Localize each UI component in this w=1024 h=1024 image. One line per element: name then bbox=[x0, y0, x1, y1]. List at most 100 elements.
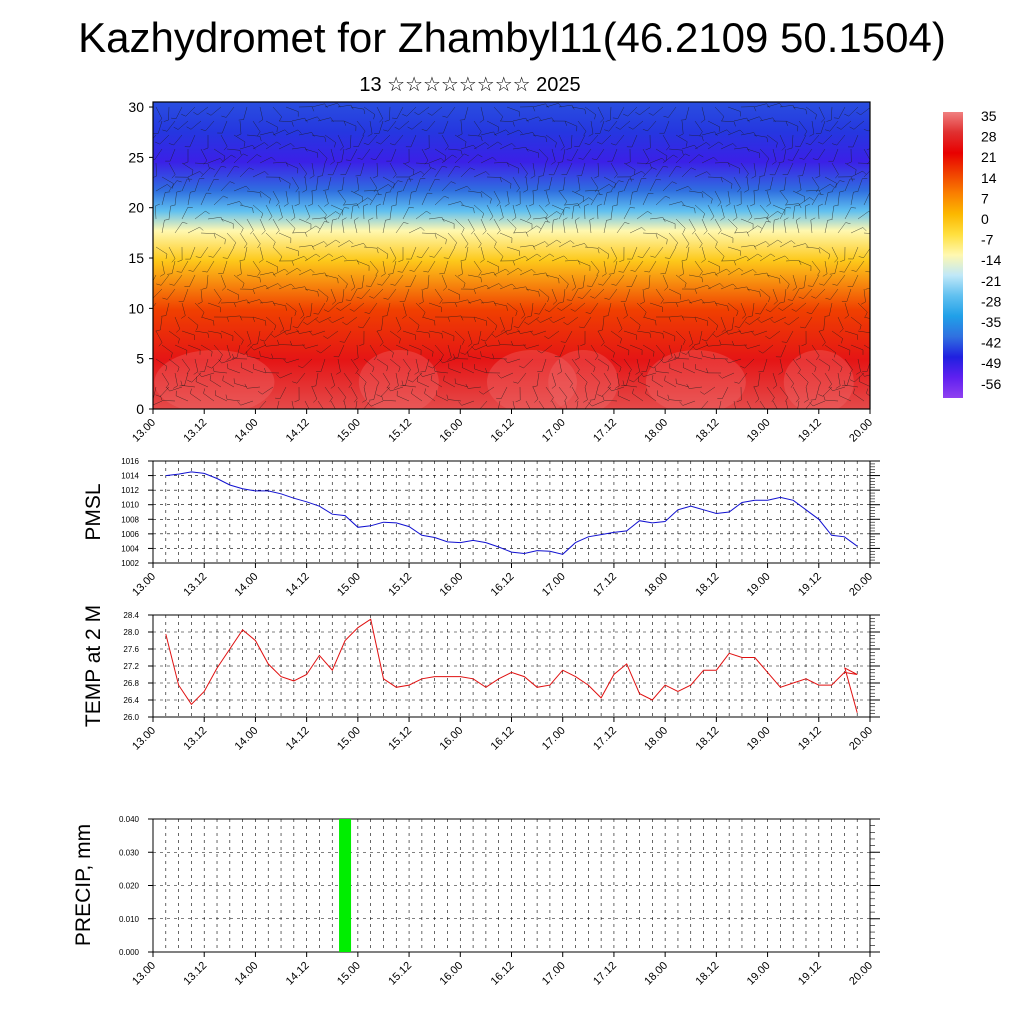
warm-patch bbox=[358, 350, 439, 409]
x-tick-label: 18.00 bbox=[642, 960, 670, 988]
heatmap-x-axis: 13.00 13.12 14.00 14.12 15.00 15.12 16.00 16.12… bbox=[130, 409, 875, 445]
pmsl-y-axis: 1002 1004 1006 1008 1010 1012 1014 1016 bbox=[121, 457, 880, 568]
y-tick-label: 0.030 bbox=[119, 848, 140, 857]
colorbar-label: 14 bbox=[981, 170, 997, 186]
wind-barbs bbox=[153, 102, 870, 409]
x-tick-label: 16.12 bbox=[489, 960, 517, 988]
x-tick-label: 19.12 bbox=[796, 417, 824, 445]
colorbar-label: -28 bbox=[981, 293, 1001, 309]
x-tick-label: 14.00 bbox=[233, 417, 261, 445]
x-tick-label: 16.00 bbox=[437, 571, 465, 599]
colorbar-label: 21 bbox=[981, 149, 997, 165]
x-tick-label: 14.12 bbox=[284, 417, 312, 445]
warm-patch bbox=[645, 350, 746, 409]
x-tick-label: 15.00 bbox=[335, 417, 363, 445]
x-tick-label: 16.00 bbox=[437, 725, 465, 753]
warm-patch bbox=[783, 350, 854, 409]
y-tick-label: 20 bbox=[128, 200, 144, 216]
precip-panel: 0.000 0.010 0.020 0.030 0.040 13.00 13.12 14.0… bbox=[72, 815, 880, 988]
x-tick-label: 17.00 bbox=[540, 417, 568, 445]
x-tick-label: 14.00 bbox=[233, 725, 261, 753]
y-tick-label: 1008 bbox=[121, 515, 139, 524]
y-tick-label: 28.4 bbox=[123, 611, 139, 620]
y-tick-label: 1012 bbox=[121, 486, 139, 495]
colorbar-label: -49 bbox=[981, 355, 1001, 371]
y-tick-label: 28.0 bbox=[123, 628, 139, 637]
y-tick-label: 15 bbox=[128, 250, 144, 266]
x-tick-label: 19.12 bbox=[796, 725, 824, 753]
x-tick-label: 16.12 bbox=[489, 571, 517, 599]
colorbar-label: -14 bbox=[981, 252, 1001, 268]
x-tick-label: 14.12 bbox=[284, 571, 312, 599]
x-tick-label: 14.12 bbox=[284, 960, 312, 988]
y-tick-label: 1014 bbox=[121, 472, 139, 481]
surface-warm-patches bbox=[154, 350, 854, 409]
x-tick-label: 18.00 bbox=[642, 417, 670, 445]
colorbar-strip bbox=[943, 112, 963, 398]
x-tick-label: 20.00 bbox=[847, 417, 875, 445]
heatmap-y-axis: 0 5 10 15 20 25 30 bbox=[128, 99, 153, 417]
y-tick-label: 0.010 bbox=[119, 915, 140, 924]
y-tick-label: 0 bbox=[136, 401, 144, 417]
temp-grid bbox=[152, 614, 871, 718]
colorbar: 35 28 21 14 7 0 -7 -14 -21 -28 -35 -42 -49 -56 bbox=[943, 108, 1001, 398]
pmsl-x-axis: 13.00 13.12 14.00 14.12 15.00 15.12 16.00 16.12… bbox=[130, 563, 875, 599]
pmsl-y-label: PMSL bbox=[82, 483, 105, 540]
precip-bar bbox=[339, 819, 352, 952]
x-tick-label: 19.00 bbox=[745, 960, 773, 988]
colorbar-label: -56 bbox=[981, 376, 1001, 392]
x-tick-label: 18.00 bbox=[642, 571, 670, 599]
x-tick-label: 19.12 bbox=[796, 960, 824, 988]
x-tick-label: 14.00 bbox=[233, 960, 261, 988]
colorbar-label: -42 bbox=[981, 335, 1001, 351]
colorbar-label: -7 bbox=[981, 232, 994, 248]
x-tick-label: 18.12 bbox=[694, 417, 722, 445]
heatmap-panel: 0 5 10 15 20 25 30 13.00 13.12 14.00 14.12 15.00 15… bbox=[128, 99, 875, 445]
x-tick-label: 16.12 bbox=[489, 725, 517, 753]
pmsl-grid bbox=[152, 460, 871, 564]
x-tick-label: 13.00 bbox=[130, 571, 158, 599]
x-tick-label: 19.00 bbox=[745, 725, 773, 753]
x-tick-label: 16.00 bbox=[437, 417, 465, 445]
y-tick-label: 1002 bbox=[121, 559, 139, 568]
x-tick-label: 15.12 bbox=[386, 960, 414, 988]
x-tick-label: 13.12 bbox=[181, 725, 209, 753]
x-tick-label: 20.00 bbox=[847, 960, 875, 988]
x-tick-label: 17.00 bbox=[540, 725, 568, 753]
x-tick-label: 13.12 bbox=[181, 960, 209, 988]
x-tick-label: 13.12 bbox=[181, 417, 209, 445]
colorbar-label: 0 bbox=[981, 211, 989, 227]
y-tick-label: 1010 bbox=[121, 501, 139, 510]
temp-y-axis: 26.0 26.4 26.8 27.2 27.6 28.0 28.4 bbox=[123, 611, 880, 722]
x-tick-label: 19.12 bbox=[796, 571, 824, 599]
x-tick-label: 17.12 bbox=[591, 571, 619, 599]
colorbar-label: 35 bbox=[981, 108, 997, 124]
x-tick-label: 14.00 bbox=[233, 571, 261, 599]
chart-subtitle: 13 ☆☆☆☆☆☆☆☆ 2025 bbox=[359, 74, 581, 96]
precip-grid bbox=[152, 818, 871, 953]
y-tick-label: 10 bbox=[128, 300, 144, 316]
y-tick-label: 26.8 bbox=[123, 679, 139, 688]
y-tick-label: 1016 bbox=[121, 457, 139, 466]
temp-x-axis: 13.00 13.12 14.00 14.12 15.00 15.12 16.00 16.12… bbox=[130, 717, 875, 753]
x-tick-label: 20.00 bbox=[847, 571, 875, 599]
warm-patch bbox=[548, 350, 619, 409]
x-tick-label: 15.00 bbox=[335, 571, 363, 599]
x-tick-label: 13.12 bbox=[181, 571, 209, 599]
y-tick-label: 26.4 bbox=[123, 696, 139, 705]
temperature-field bbox=[153, 102, 870, 409]
chart-title: Kazhydromet for Zhambyl11(46.2109 50.150… bbox=[78, 14, 946, 61]
x-tick-label: 18.12 bbox=[694, 571, 722, 599]
y-tick-label: 1006 bbox=[121, 530, 139, 539]
warm-patch bbox=[154, 350, 275, 409]
x-tick-label: 13.00 bbox=[130, 417, 158, 445]
x-tick-label: 18.00 bbox=[642, 725, 670, 753]
x-tick-label: 16.12 bbox=[489, 417, 517, 445]
x-tick-label: 15.00 bbox=[335, 725, 363, 753]
x-tick-label: 15.12 bbox=[386, 725, 414, 753]
x-tick-label: 17.00 bbox=[540, 960, 568, 988]
y-tick-label: 27.2 bbox=[123, 662, 139, 671]
x-tick-label: 18.12 bbox=[694, 725, 722, 753]
y-tick-label: 1004 bbox=[121, 544, 139, 553]
